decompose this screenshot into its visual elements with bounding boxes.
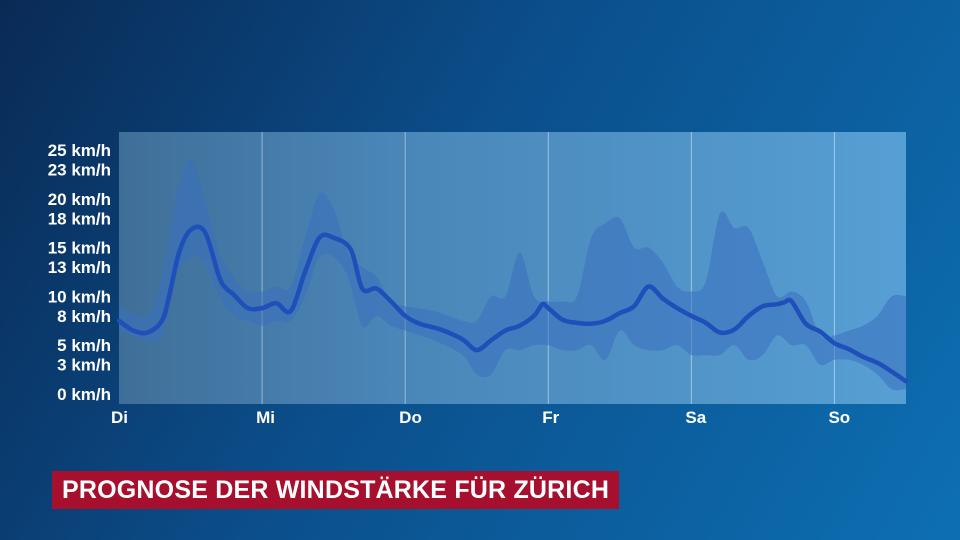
plot-area	[119, 132, 906, 404]
x-tick-label: Di	[111, 408, 128, 427]
y-tick-label: 18 km/h	[48, 209, 111, 228]
y-tick-label: 0 km/h	[57, 385, 111, 404]
y-tick-label: 10 km/h	[48, 287, 111, 306]
y-tick-label: 13 km/h	[48, 258, 111, 277]
y-axis-tick-labels: 0 km/h 3 km/h5 km/h 8 km/h10 km/h 13 km/h15…	[48, 141, 111, 404]
chart-title: PROGNOSE DER WINDSTÄRKE FÜR ZÜRICH	[62, 475, 610, 504]
y-tick-label: 25 km/h	[48, 141, 111, 160]
y-tick-label: 3 km/h	[57, 356, 111, 375]
forecast-uncertainty-band	[119, 159, 906, 391]
x-tick-label: Fr	[542, 408, 559, 427]
wind-speed-line	[116, 224, 909, 384]
x-tick-label: Sa	[685, 408, 706, 427]
y-tick-label: 20 km/h	[48, 190, 111, 209]
x-axis-tick-labels: Di Mi Do Fr Sa So	[111, 408, 850, 427]
y-tick-label: 15 km/h	[48, 239, 111, 258]
chart-title-banner: PROGNOSE DER WINDSTÄRKE FÜR ZÜRICH	[52, 471, 620, 509]
x-tick-label: Mi	[256, 408, 275, 427]
x-tick-label: So	[828, 408, 850, 427]
gridlines	[261, 132, 835, 404]
y-tick-label: 5 km/h	[57, 336, 111, 355]
x-tick-label: Do	[399, 408, 422, 427]
y-tick-label: 23 km/h	[48, 161, 111, 180]
y-tick-label: 8 km/h	[57, 307, 111, 326]
